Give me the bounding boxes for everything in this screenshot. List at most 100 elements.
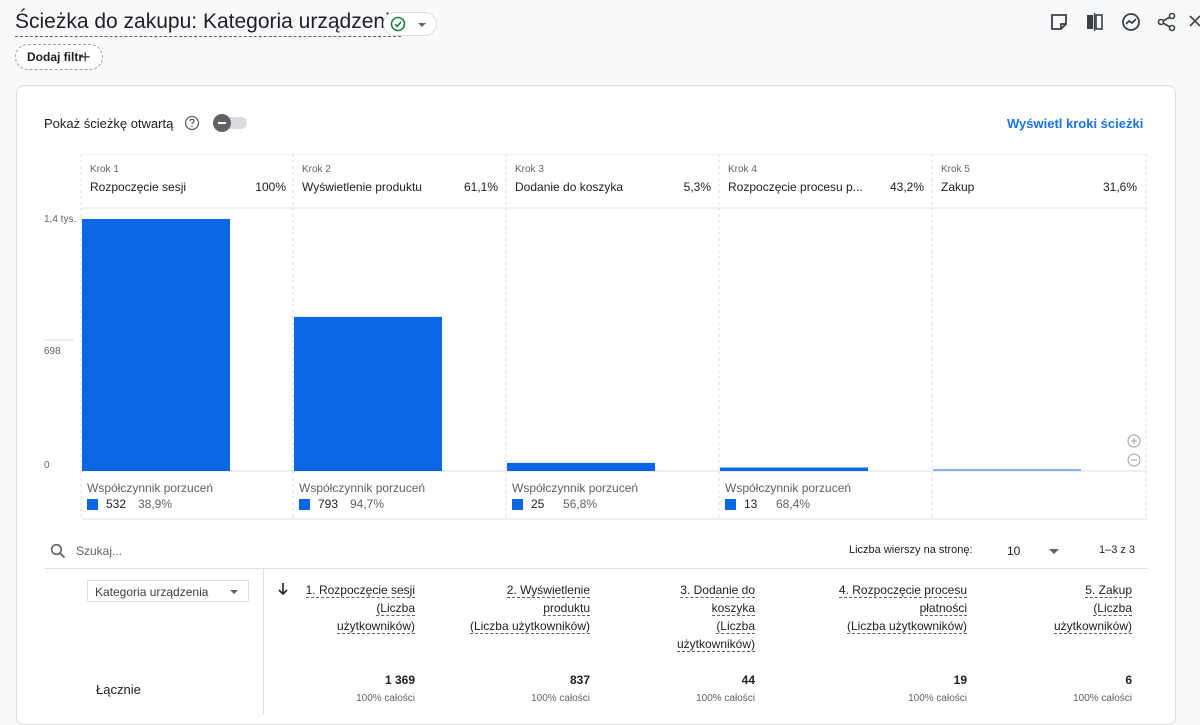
step-number-label: Krok 1 bbox=[90, 164, 119, 175]
step-name: Dodanie do koszyka bbox=[515, 180, 624, 194]
column-header-line: płatności bbox=[919, 601, 967, 616]
column-total: 19 bbox=[953, 673, 967, 687]
open-path-label: Pokaż ścieżkę otwartą bbox=[44, 116, 174, 131]
open-path-toggle[interactable] bbox=[213, 114, 249, 132]
column-header-line: (Liczba bbox=[1093, 601, 1132, 616]
column-total: 6 bbox=[1125, 673, 1132, 687]
abandon-count: 13 bbox=[744, 497, 758, 511]
table-column-divider bbox=[263, 569, 264, 714]
abandon-legend-swatch bbox=[299, 499, 310, 510]
column-header-line: użytkowników) bbox=[336, 619, 415, 634]
step-percent: 61,1% bbox=[463, 180, 498, 194]
column-header-line: koszyka bbox=[711, 601, 755, 616]
step-number-label: Krok 4 bbox=[728, 164, 757, 175]
abandon-rate-title: Współczynnik porzuceń bbox=[299, 481, 426, 495]
column-total-percent: 100% całości bbox=[696, 693, 755, 704]
dimension-select-value: Kategoria urządzenia bbox=[95, 585, 209, 599]
y-tick-label: 698 bbox=[44, 346, 61, 357]
notes-icon[interactable] bbox=[1048, 11, 1070, 33]
total-row-label: Łącznie bbox=[96, 682, 141, 697]
y-tick-label: 1,4 tys. bbox=[44, 214, 77, 225]
column-header-line: (Liczba użytkowników) bbox=[469, 619, 590, 634]
dimension-select[interactable]: Kategoria urządzenia bbox=[87, 580, 249, 602]
funnel-chart bbox=[44, 154, 1147, 520]
status-dropdown[interactable] bbox=[383, 12, 437, 36]
column-total-percent: 100% całości bbox=[1073, 693, 1132, 704]
abandon-legend-swatch bbox=[87, 499, 98, 510]
zoom-in-icon[interactable] bbox=[1127, 434, 1141, 448]
column-total-percent: 100% całości bbox=[908, 693, 967, 704]
column-total: 837 bbox=[569, 673, 590, 687]
step-percent: 43,2% bbox=[889, 180, 924, 194]
abandon-rate: 56,8% bbox=[563, 497, 598, 511]
column-header-line: 5. Zakup bbox=[1085, 583, 1132, 598]
column-header[interactable]: 3. Dodanie do koszyka (Liczba użytkowników) bbox=[555, 581, 755, 653]
step-percent: 100% bbox=[255, 180, 286, 194]
abandon-rate: 94,7% bbox=[350, 497, 385, 511]
rows-per-page-value: 10 bbox=[1007, 544, 1021, 558]
step-number-label: Krok 5 bbox=[941, 164, 970, 175]
column-total: 44 bbox=[741, 673, 755, 687]
column-header-line: (Liczba bbox=[376, 601, 415, 616]
column-header-line: użytkowników) bbox=[676, 637, 755, 652]
plus-icon: + bbox=[80, 47, 91, 67]
page-title[interactable]: Ścieżka do zakupu: Kategoria urządzenia bbox=[15, 10, 402, 37]
abandon-legend-swatch bbox=[512, 499, 523, 510]
column-header-line: produktu bbox=[543, 601, 590, 616]
step-number-label: Krok 2 bbox=[302, 164, 331, 175]
abandon-count: 25 bbox=[531, 497, 545, 511]
column-header[interactable]: 2. Wyświetlenie produktu (Liczba użytkowni… bbox=[390, 581, 590, 635]
share-icon[interactable] bbox=[1156, 11, 1178, 33]
abandon-rate-title: Współczynnik porzuceń bbox=[725, 481, 852, 495]
step-name: Zakup bbox=[941, 180, 975, 194]
abandon-rate: 38,9% bbox=[138, 497, 173, 511]
funnel-bar[interactable] bbox=[933, 469, 1081, 471]
funnel-bar[interactable] bbox=[507, 462, 655, 471]
step-name: Rozpoczęcie procesu p... bbox=[728, 180, 863, 194]
step-percent: 5,3% bbox=[683, 180, 711, 194]
funnel-bar[interactable] bbox=[720, 467, 868, 471]
add-filter-label: Dodaj filtr bbox=[27, 50, 83, 64]
zoom-out-icon[interactable] bbox=[1127, 453, 1141, 467]
column-header-line: użytkowników) bbox=[1053, 619, 1132, 634]
column-header-line: 1. Rozpoczęcie sesji bbox=[305, 583, 415, 598]
column-header[interactable]: 5. Zakup (Liczba użytkowników) bbox=[932, 581, 1132, 635]
column-header[interactable]: 4. Rozpoczęcie procesu płatności (Liczba u… bbox=[767, 581, 967, 635]
chevron-down-icon bbox=[230, 590, 238, 594]
step-percent: 31,6% bbox=[1102, 180, 1137, 194]
insights-icon[interactable] bbox=[1120, 11, 1142, 33]
expand-icon[interactable] bbox=[1186, 11, 1200, 33]
check-circle-icon bbox=[390, 16, 406, 32]
chevron-down-icon bbox=[1049, 549, 1059, 554]
column-header[interactable]: 1. Rozpoczęcie sesji (Liczba użytkowników) bbox=[215, 581, 415, 635]
funnel-bar[interactable] bbox=[82, 218, 230, 471]
step-number-label: Krok 3 bbox=[515, 164, 544, 175]
column-total-percent: 100% całości bbox=[531, 693, 590, 704]
abandon-count: 793 bbox=[318, 497, 339, 511]
column-total: 1 369 bbox=[384, 673, 415, 687]
rows-per-page-select[interactable]: 10 bbox=[1000, 540, 1062, 562]
funnel-bar[interactable] bbox=[294, 316, 442, 471]
search-icon bbox=[50, 543, 66, 559]
column-header-line: 4. Rozpoczęcie procesu bbox=[838, 583, 967, 598]
search-input[interactable] bbox=[76, 542, 276, 560]
column-header-line: 2. Wyświetlenie bbox=[506, 583, 590, 598]
help-icon[interactable] bbox=[184, 115, 200, 131]
show-steps-link[interactable]: Wyświetl kroki ścieżki bbox=[1007, 116, 1144, 131]
y-tick-label: 0 bbox=[44, 460, 50, 471]
chevron-down-icon bbox=[418, 23, 426, 27]
compare-icon[interactable] bbox=[1084, 11, 1106, 33]
pagination-label: 1–3 z 3 bbox=[1099, 544, 1136, 556]
step-name: Wyświetlenie produktu bbox=[302, 180, 422, 194]
sort-down-icon[interactable] bbox=[276, 582, 290, 596]
column-header-line: (Liczba użytkowników) bbox=[846, 619, 967, 634]
add-filter-button[interactable]: Dodaj filtr + bbox=[15, 44, 103, 70]
column-total-percent: 100% całości bbox=[356, 693, 415, 704]
step-name: Rozpoczęcie sesji bbox=[90, 180, 187, 194]
abandon-rate-title: Współczynnik porzuceń bbox=[87, 481, 214, 495]
abandon-legend-swatch bbox=[725, 499, 736, 510]
table-divider bbox=[44, 568, 1147, 569]
column-header-line: 3. Dodanie do bbox=[680, 583, 755, 598]
abandon-rate-title: Współczynnik porzuceń bbox=[512, 481, 639, 495]
abandon-count: 532 bbox=[106, 497, 127, 511]
